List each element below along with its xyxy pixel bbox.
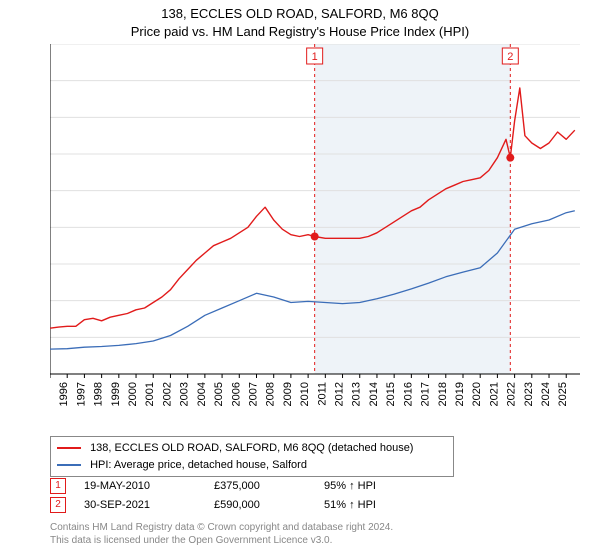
legend-item: 138, ECCLES OLD ROAD, SALFORD, M6 8QQ (d…	[57, 440, 447, 457]
svg-text:2023: 2023	[523, 382, 535, 406]
svg-text:2006: 2006	[230, 382, 242, 406]
svg-text:2013: 2013	[351, 382, 363, 406]
svg-text:2012: 2012	[334, 382, 346, 406]
svg-text:2025: 2025	[557, 382, 569, 406]
legend-swatch	[57, 447, 81, 449]
svg-text:2021: 2021	[488, 382, 500, 406]
marker-badge: 2	[50, 497, 66, 513]
svg-text:2: 2	[507, 51, 513, 63]
svg-text:2007: 2007	[247, 382, 259, 406]
chart: £0£100K£200K£300K£400K£500K£600K£700K£80…	[50, 44, 580, 394]
svg-text:2018: 2018	[437, 382, 449, 406]
markers-table: 1 19-MAY-2010 £375,000 95% ↑ HPI 2 30-SE…	[50, 478, 580, 516]
marker-price: £590,000	[214, 499, 324, 511]
table-row: 1 19-MAY-2010 £375,000 95% ↑ HPI	[50, 478, 580, 494]
attribution: Contains HM Land Registry data © Crown c…	[50, 522, 393, 547]
svg-text:1996: 1996	[58, 382, 70, 406]
legend-label: 138, ECCLES OLD ROAD, SALFORD, M6 8QQ (d…	[90, 442, 413, 454]
svg-text:1995: 1995	[50, 382, 53, 406]
svg-text:1999: 1999	[110, 382, 122, 406]
svg-text:2017: 2017	[420, 382, 432, 406]
marker-date: 19-MAY-2010	[84, 480, 214, 492]
legend-label: HPI: Average price, detached house, Salf…	[90, 459, 307, 471]
svg-text:2008: 2008	[265, 382, 277, 406]
marker-hpi: 51% ↑ HPI	[324, 499, 434, 511]
svg-text:2022: 2022	[506, 382, 518, 406]
svg-text:2014: 2014	[368, 382, 380, 406]
svg-text:1997: 1997	[75, 382, 87, 406]
svg-text:2005: 2005	[213, 382, 225, 406]
svg-text:2015: 2015	[385, 382, 397, 406]
marker-date: 30-SEP-2021	[84, 499, 214, 511]
marker-price: £375,000	[214, 480, 324, 492]
page-subtitle: Price paid vs. HM Land Registry's House …	[0, 21, 600, 39]
attribution-line: Contains HM Land Registry data © Crown c…	[50, 522, 393, 535]
svg-text:1998: 1998	[93, 382, 105, 406]
page-title: 138, ECCLES OLD ROAD, SALFORD, M6 8QQ	[0, 0, 600, 21]
svg-text:2000: 2000	[127, 382, 139, 406]
svg-text:2010: 2010	[299, 382, 311, 406]
marker-hpi: 95% ↑ HPI	[324, 480, 434, 492]
marker-badge: 1	[50, 478, 66, 494]
svg-text:2011: 2011	[316, 382, 328, 406]
svg-text:2001: 2001	[144, 382, 156, 406]
svg-text:2016: 2016	[402, 382, 414, 406]
svg-text:2002: 2002	[161, 382, 173, 406]
svg-text:2003: 2003	[179, 382, 191, 406]
svg-text:2004: 2004	[196, 382, 208, 406]
svg-text:1: 1	[312, 51, 318, 63]
legend: 138, ECCLES OLD ROAD, SALFORD, M6 8QQ (d…	[50, 436, 454, 477]
svg-text:2024: 2024	[540, 382, 552, 406]
table-row: 2 30-SEP-2021 £590,000 51% ↑ HPI	[50, 497, 580, 513]
legend-item: HPI: Average price, detached house, Salf…	[57, 457, 447, 474]
svg-text:2019: 2019	[454, 382, 466, 406]
svg-text:2009: 2009	[282, 382, 294, 406]
svg-text:2020: 2020	[471, 382, 483, 406]
legend-swatch	[57, 464, 81, 466]
attribution-line: This data is licensed under the Open Gov…	[50, 535, 393, 548]
